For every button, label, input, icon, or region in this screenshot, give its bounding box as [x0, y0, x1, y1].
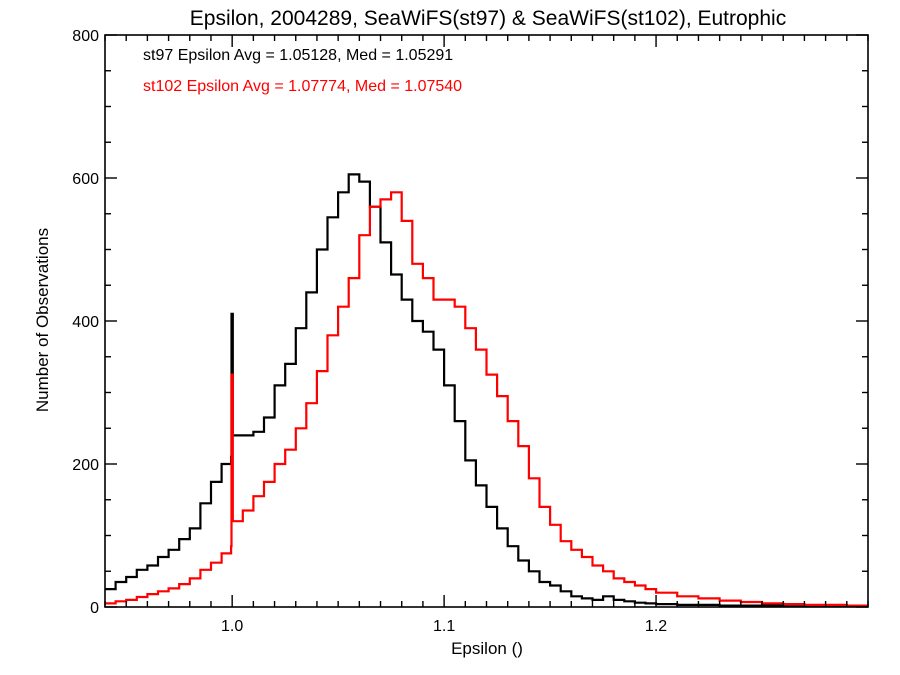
x-axis-label: Epsilon (): [451, 639, 523, 658]
y-tick-label: 200: [72, 457, 99, 474]
x-tick-label: 1.2: [645, 618, 667, 635]
y-tick-label: 600: [72, 171, 99, 188]
y-axis-label: Number of Observations: [33, 228, 52, 412]
st97-annotation: st97 Epsilon Avg = 1.05128, Med = 1.0529…: [143, 47, 453, 64]
x-axis-ticks: 1.0 1.1 1.2: [104, 35, 869, 635]
plot-frame: [104, 34, 869, 608]
series-layer: [105, 173, 868, 608]
x-tick-label: 1.0: [221, 618, 243, 635]
y-axis-ticks: 0 200 400 600 800: [72, 28, 868, 617]
series-line-1: [105, 191, 868, 607]
chart-title: Epsilon, 2004289, SeaWiFS(st97) & SeaWiF…: [190, 7, 786, 30]
y-tick-label: 0: [90, 600, 99, 617]
y-tick-label: 800: [72, 28, 99, 45]
st102-annotation: st102 Epsilon Avg = 1.07774, Med = 1.075…: [143, 78, 462, 95]
series-line-0: [105, 173, 868, 608]
y-tick-label: 400: [72, 314, 99, 331]
x-tick-label: 1.1: [433, 618, 455, 635]
